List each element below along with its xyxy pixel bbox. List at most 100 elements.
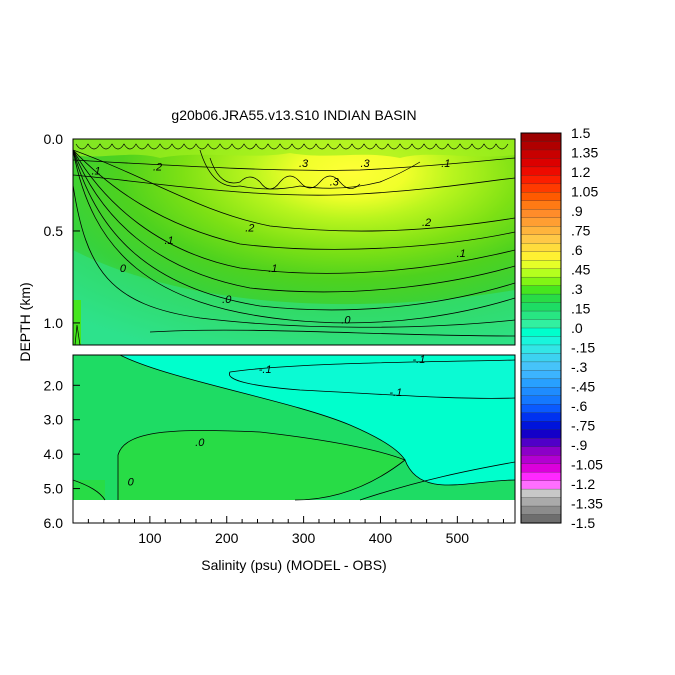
colorbar-swatch [520,463,562,473]
colorbar-swatch [520,217,562,227]
colorbar-swatch [520,455,562,465]
x-tick-label: 500 [446,530,470,546]
colorbar-swatch [520,344,562,354]
upper-bottom-contour [74,324,81,345]
colorbar-label: .0 [571,320,583,336]
colorbar-swatch [520,192,562,202]
colorbar-swatch [520,226,562,236]
colorbar-swatch [520,132,562,143]
colorbar-label: 1.2 [571,164,591,180]
upper-panel-frame [72,138,516,346]
contour-label: -.1 [412,354,425,366]
colorbar-label: -.75 [571,418,595,434]
lower-panel-frame [72,354,516,524]
colorbar-swatch [520,514,562,524]
contour-label: .1 [91,165,100,177]
colorbar-swatch [520,446,562,456]
colorbar-swatch [520,378,562,388]
colorbar-label: .45 [571,262,591,278]
colorbar-swatch [520,387,562,397]
colorbar-label: -1.35 [571,496,603,512]
upper-contour-lines [73,149,515,337]
colorbar-label: -.9 [571,437,588,453]
y-axis-label: DEPTH (km) [17,282,33,361]
contour-labels: .2 .3 .3 .3 .1 .1 .2 .2 .1 .1 .1 0 .0 .0 -.1 -.1 -.1 .0 0 [91,158,465,489]
x-tick-label: 200 [215,530,239,546]
colorbar-swatch [520,285,562,295]
colorbar-label: 1.35 [571,145,598,161]
colorbar-swatch [520,310,562,321]
surface-noise-contours [75,143,509,190]
contour-label: .1 [441,158,450,170]
chart-title: g20b06.JRA55.v13.S10 INDIAN BASIN [171,107,416,123]
colorbar-label: .75 [571,223,591,239]
deep-positive-blob [118,430,405,500]
upper-panel [73,139,515,345]
colorbar-swatch [520,260,562,270]
missing-data-region [73,500,515,523]
colorbar-label: -.3 [571,359,588,375]
contour-label: .0 [341,314,351,326]
colorbar-swatch [520,505,562,516]
lower-y-tick-label: 4.0 [44,446,64,462]
colorbar-label: -1.5 [571,515,595,531]
x-tick-label: 100 [138,530,162,546]
colorbar-swatch [520,395,562,405]
colorbar-swatch [520,336,562,346]
colorbar-swatch [520,234,562,244]
lower-contour-lines [73,355,515,501]
colorbar-swatch [520,175,562,185]
x-axis-label: Salinity (psu) (MODEL - OBS) [201,557,386,573]
colorbar-swatch [520,353,562,363]
colorbar-label: -1.05 [571,457,603,473]
contour-label: .1 [268,263,277,275]
colorbar-swatch [520,471,562,482]
lower-y-tick-label: 3.0 [44,412,64,428]
colorbar-swatch [520,429,562,439]
lower-y-tick-label: 5.0 [44,481,64,497]
upper-panel-bottom-band [73,250,515,345]
colorbar-swatch [520,149,562,159]
negative-region [120,355,515,485]
colorbar-label: .3 [571,281,583,297]
colorbar-swatch [520,158,562,168]
contour-label: .3 [361,158,371,170]
colorbar-swatch [520,166,562,176]
surface-noise-band [73,139,515,158]
colorbar-swatch [520,421,562,431]
x-tick-label: 400 [369,530,393,546]
colorbar-swatch [520,488,562,499]
colorbar-swatch [520,302,562,312]
upper-y-tick-label: 0.5 [44,223,64,239]
colorbar-label: -.15 [571,340,595,356]
contour-label: .1 [457,248,466,260]
contour-label: 0 [120,263,127,275]
colorbar-swatch [520,209,562,219]
colorbar-swatch [520,412,562,422]
contour-label: -.1 [389,387,402,399]
colorbar-label: -.6 [571,398,588,414]
contour-label: .2 [153,162,162,174]
contour-label: .0 [195,437,205,449]
colorbar-label: 1.05 [571,184,598,200]
colorbar-swatch [520,327,562,338]
inner-negative-region [229,360,515,399]
colorbar-swatch [520,251,562,261]
colorbar-swatch [520,370,562,380]
colorbar-label: -.45 [571,379,595,395]
colorbar-swatch [520,319,562,329]
contour-label: .2 [245,222,254,234]
colorbar-swatch [520,183,562,193]
contour-label: 0 [128,477,135,489]
contour-label: .1 [164,235,173,247]
colorbar-frame [520,132,562,524]
colorbar-label: -1.2 [571,476,595,492]
colorbar-swatch [520,404,562,414]
colorbar-swatch [520,480,562,490]
contour-label: .3 [330,176,340,188]
upper-y-tick-label: 0.0 [44,131,64,147]
colorbar-swatch [520,361,562,371]
colorbar-swatch [520,200,562,210]
contour-label: .3 [299,158,309,170]
